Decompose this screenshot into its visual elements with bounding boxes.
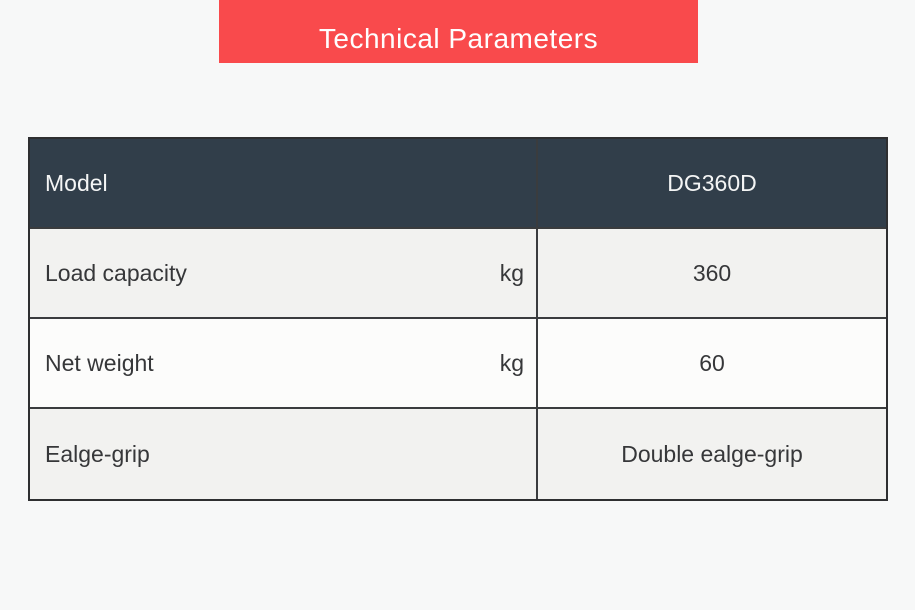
technical-parameters-banner: Technical Parameters [219, 0, 698, 63]
row-value: 360 [692, 259, 732, 286]
row-label-cell: Ealge-grip [30, 409, 538, 499]
row-label-cell: Net weight kg [30, 319, 538, 407]
row-unit: kg [499, 349, 524, 376]
table-row: Ealge-grip Double ealge-grip [30, 409, 886, 499]
banner-title: Technical Parameters [318, 22, 599, 54]
row-unit: kg [499, 259, 524, 286]
table-row: Load capacity kg 360 [30, 229, 886, 319]
header-label: Model [45, 169, 108, 196]
table-header-row: Model DG360D [30, 139, 886, 229]
header-value-cell: DG360D [538, 139, 886, 227]
row-label: Load capacity [45, 259, 187, 286]
row-value-cell: 60 [538, 319, 886, 407]
row-value-cell: 360 [538, 229, 886, 317]
header-label-cell: Model [30, 139, 538, 227]
row-label: Ealge-grip [45, 440, 150, 467]
table-row: Net weight kg 60 [30, 319, 886, 409]
header-value: DG360D [667, 169, 757, 196]
row-value: 60 [699, 349, 725, 376]
row-label: Net weight [45, 349, 154, 376]
row-value: Double ealge-grip [621, 440, 803, 467]
row-label-cell: Load capacity kg [30, 229, 538, 317]
spec-table: Model DG360D Load capacity kg 360 Net we… [28, 137, 888, 501]
row-value-cell: Double ealge-grip [538, 409, 886, 499]
